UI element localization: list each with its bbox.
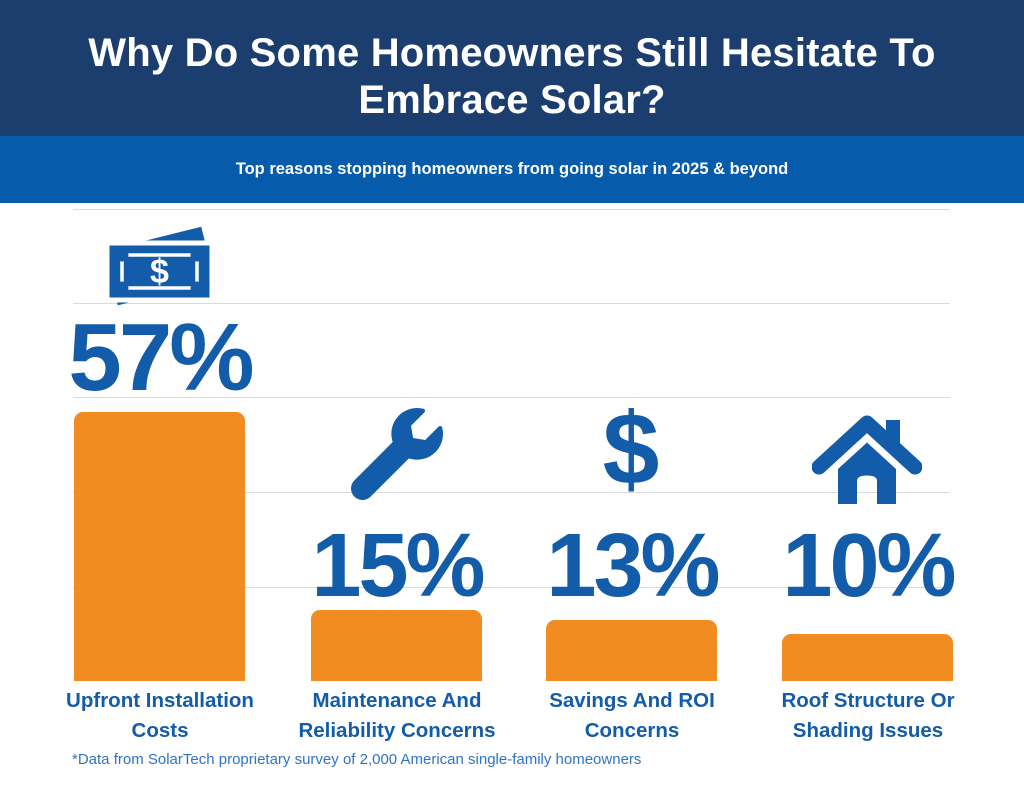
- house-icon: [811, 411, 923, 513]
- footnote: *Data from SolarTech proprietary survey …: [72, 751, 642, 768]
- category-label: Savings And ROI Concerns: [549, 689, 715, 742]
- gridline: [73, 209, 950, 210]
- gridline: [73, 492, 950, 493]
- money-bill-dollar-glyph: $: [150, 253, 169, 291]
- bar-roof-shading: [782, 634, 953, 681]
- gridline: [73, 397, 950, 398]
- category-label: Roof Structure Or Shading Issues: [781, 689, 955, 742]
- subtitle: Top reasons stopping homeowners from goi…: [235, 160, 789, 178]
- dollar-sign-icon: $: [602, 392, 660, 506]
- subtitle-band: Top reasons stopping homeowners from goi…: [0, 136, 1024, 203]
- percentage-value: 57%: [68, 304, 254, 411]
- gridline: [73, 587, 950, 588]
- bar-savings-roi: [546, 620, 717, 681]
- gridline: [73, 303, 950, 304]
- percentage-value: 15%: [311, 516, 485, 616]
- category-label: Upfront Installation Costs: [66, 689, 254, 742]
- wrench-icon: [350, 408, 443, 505]
- bar-upfront-costs: [74, 412, 245, 681]
- percentage-value: 13%: [546, 516, 720, 616]
- bar-maintenance: [311, 610, 482, 681]
- page-title: Why Do Some Homeowners Still Hesitate To…: [88, 31, 936, 123]
- header: Why Do Some Homeowners Still Hesitate To…: [0, 0, 1024, 136]
- percentage-value: 10%: [782, 516, 956, 616]
- category-label: Maintenance And Reliability Concerns: [298, 689, 496, 742]
- money-bills-icon: $: [94, 222, 224, 319]
